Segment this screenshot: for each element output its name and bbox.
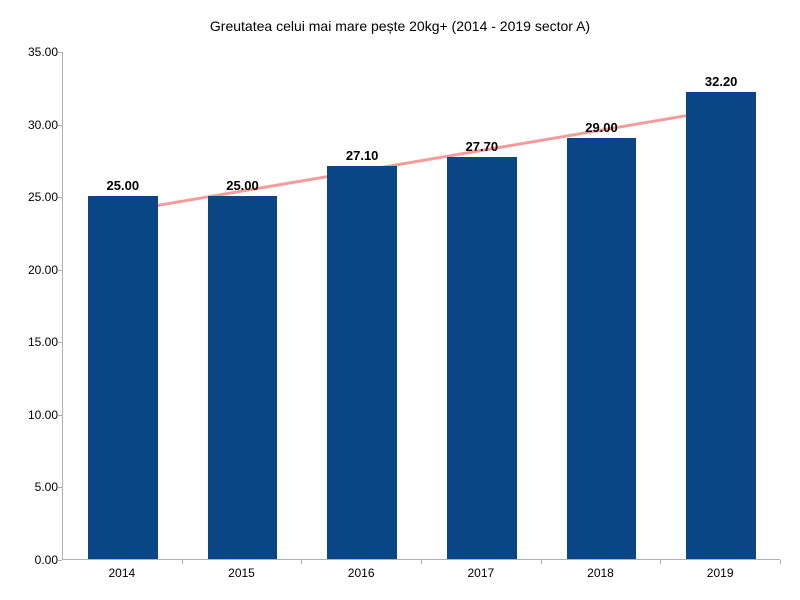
y-tick-label: 10.00	[8, 408, 58, 422]
x-tick	[780, 560, 781, 564]
x-tick	[301, 560, 302, 564]
y-tick-label: 0.00	[8, 553, 58, 567]
bar	[208, 196, 277, 559]
x-tick	[182, 560, 183, 564]
x-tick-label: 2015	[228, 566, 255, 580]
y-tick-label: 30.00	[8, 118, 58, 132]
bar-value-label: 25.00	[226, 178, 259, 193]
x-tick	[660, 560, 661, 564]
bar-value-label: 25.00	[107, 178, 140, 193]
y-tick	[58, 270, 62, 271]
bar	[686, 92, 755, 559]
y-tick-label: 20.00	[8, 263, 58, 277]
bar-value-label: 27.70	[466, 139, 499, 154]
chart-title: Greutatea celui mai mare pește 20kg+ (20…	[0, 18, 800, 34]
bar-value-label: 29.00	[585, 120, 618, 135]
y-tick	[58, 125, 62, 126]
x-tick	[421, 560, 422, 564]
bar	[88, 196, 157, 559]
bar-value-label: 32.20	[705, 74, 738, 89]
y-tick-label: 25.00	[8, 190, 58, 204]
y-tick	[58, 342, 62, 343]
y-tick	[58, 197, 62, 198]
y-tick	[58, 52, 62, 53]
y-tick	[58, 560, 62, 561]
y-tick-label: 5.00	[8, 480, 58, 494]
y-tick-label: 15.00	[8, 335, 58, 349]
trendline-layer	[63, 52, 780, 559]
bar	[447, 157, 516, 559]
bar	[567, 138, 636, 559]
x-tick	[541, 560, 542, 564]
bar-value-label: 27.10	[346, 148, 379, 163]
bar	[327, 166, 396, 559]
x-tick-label: 2014	[108, 566, 135, 580]
x-tick-label: 2017	[467, 566, 494, 580]
y-tick	[58, 487, 62, 488]
y-tick	[58, 415, 62, 416]
y-tick-label: 35.00	[8, 45, 58, 59]
plot-area: 25.00 25.00 27.10 27.70 29.00 32.20	[62, 52, 780, 560]
x-tick-label: 2019	[707, 566, 734, 580]
x-tick-label: 2016	[348, 566, 375, 580]
x-tick-label: 2018	[587, 566, 614, 580]
